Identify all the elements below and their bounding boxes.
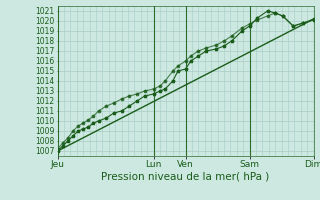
X-axis label: Pression niveau de la mer( hPa ): Pression niveau de la mer( hPa ) — [101, 172, 270, 182]
